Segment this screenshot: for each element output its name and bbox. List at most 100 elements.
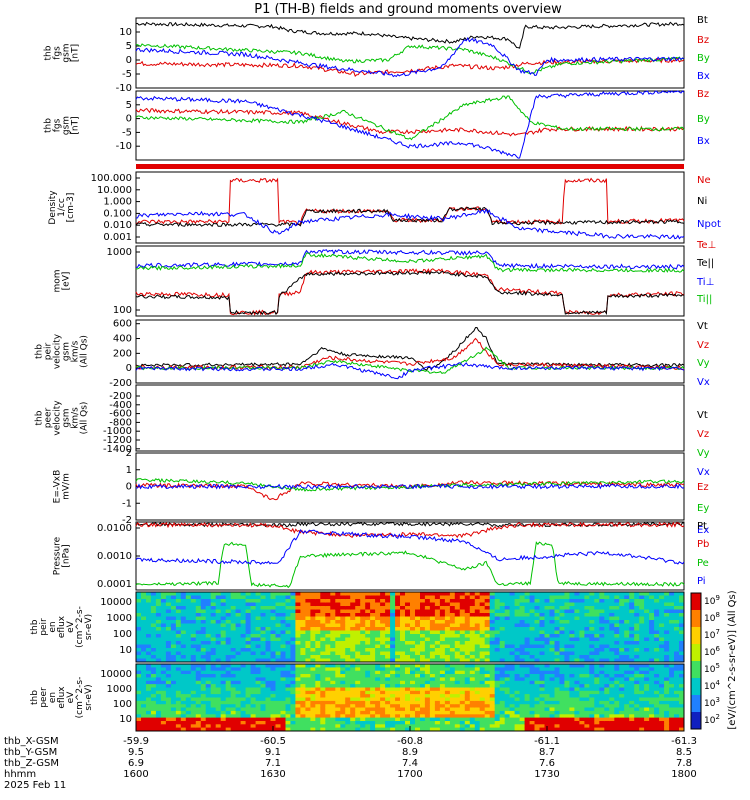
spectrogram-cell: [275, 595, 281, 600]
spectrogram-cell: [200, 599, 207, 603]
spectrogram-cell: [405, 690, 411, 695]
spectrogram-cell: [629, 717, 635, 722]
spectrogram-cell: [235, 690, 242, 695]
spectrogram-cell: [559, 623, 565, 628]
x-tick-label: -60.5: [260, 736, 286, 747]
spectrogram-cell: [534, 707, 540, 712]
legend-Ne: Ne: [697, 175, 711, 186]
spectrogram-cell: [350, 667, 356, 672]
spectrogram-cell: [599, 655, 605, 659]
spectrogram-cell: [405, 613, 411, 617]
spectrogram-cell: [365, 667, 371, 672]
spectrogram-cell: [464, 697, 471, 702]
spectrogram-cell: [529, 724, 536, 729]
spectrogram-cell: [370, 658, 376, 663]
spectrogram-cell: [185, 641, 192, 645]
spectrogram-cell: [529, 609, 536, 614]
spectrogram-cell: [489, 630, 496, 635]
spectrogram-cell: [260, 664, 266, 668]
y-tick-label: -5: [122, 127, 132, 138]
spectrogram-cell: [165, 690, 172, 695]
spectrogram-cell: [190, 634, 197, 638]
spectrogram-cell: [564, 648, 570, 652]
spectrogram-cell: [469, 606, 476, 610]
spectrogram-cell: [439, 613, 446, 617]
spectrogram-cell: [230, 595, 237, 600]
spectrogram-cell: [255, 680, 262, 685]
spectrogram-cell: [439, 644, 446, 649]
spectrogram-cell: [434, 687, 441, 692]
spectrogram-cell: [185, 704, 192, 709]
spectrogram-cell: [395, 710, 401, 715]
colorbar-tick-label: 104: [704, 679, 720, 692]
spectrogram-cell: [205, 592, 212, 596]
spectrogram-cell: [355, 704, 361, 709]
spectrogram-cell: [170, 620, 177, 624]
spectrogram-cell: [290, 700, 296, 705]
spectrogram-cell: [310, 727, 316, 732]
series-Bx: [135, 90, 685, 159]
spectrogram-cell: [664, 724, 670, 729]
spectrogram-cell: [544, 687, 550, 692]
spectrogram-cell: [410, 595, 416, 600]
spectrogram-cell: [654, 592, 660, 596]
spectrogram-cell: [405, 651, 411, 656]
spectrogram-cell: [225, 714, 232, 719]
spectrogram-cell: [170, 667, 177, 672]
spectrogram-cell: [415, 674, 421, 678]
spectrogram-cell: [554, 717, 560, 722]
spectrogram-cell: [444, 648, 451, 652]
spectrogram-cell: [270, 707, 276, 712]
spectrogram-cell: [360, 707, 366, 712]
spectrogram-cell: [420, 599, 426, 603]
spectrogram-cell: [150, 697, 157, 702]
spectrogram-cell: [175, 667, 182, 672]
spectrogram-cell: [474, 687, 481, 692]
spectrogram-cell: [539, 717, 545, 722]
spectrogram-cell: [195, 644, 202, 649]
spectrogram-cell: [659, 680, 665, 685]
spectrogram-cell: [160, 724, 167, 729]
spectrogram-cell: [569, 727, 575, 732]
spectrogram-cell: [335, 687, 341, 692]
spectrogram-cell: [275, 687, 281, 692]
spectrogram-cell: [609, 634, 615, 638]
y-tick-label: 100: [113, 699, 132, 710]
spectrogram-cell: [424, 677, 431, 682]
spectrogram-cell: [150, 684, 157, 688]
spectrogram-cell: [649, 644, 655, 649]
spectrogram-cell: [429, 602, 436, 607]
spectrogram-cell: [260, 644, 266, 649]
spectrogram-cell: [619, 658, 625, 663]
spectrogram-cell: [190, 697, 197, 702]
spectrogram-cell: [295, 630, 301, 635]
spectrogram-cell: [659, 677, 665, 682]
spectrogram-cell: [290, 599, 296, 603]
spectrogram-cell: [509, 648, 516, 652]
spectrogram-cell: [679, 616, 685, 621]
spectrogram-cell: [136, 602, 142, 607]
spectrogram-cell: [220, 620, 227, 624]
spectrogram-cell: [524, 658, 531, 663]
spectrogram-cell: [405, 680, 411, 685]
spectrogram-cell: [400, 724, 406, 729]
spectrogram-cell: [494, 677, 501, 682]
spectrogram-cell: [235, 599, 242, 603]
spectrogram-cell: [519, 680, 526, 685]
colorbar-tick-label: 107: [704, 628, 720, 641]
spectrogram-cell: [569, 697, 575, 702]
spectrogram-cell: [534, 687, 540, 692]
y-axis-label: eflux: [57, 686, 67, 709]
spectrogram-cell: [669, 680, 675, 685]
spectrogram-cell: [664, 687, 670, 692]
spectrogram-cell: [365, 700, 371, 705]
spectrogram-cell: [285, 644, 291, 649]
spectrogram-cell: [290, 697, 296, 702]
spectrogram-cell: [489, 670, 496, 675]
spectrogram-cell: [439, 677, 446, 682]
spectrogram-cell: [280, 627, 286, 631]
y-tick-label: 0.0001: [97, 579, 132, 590]
spectrogram-cell: [624, 602, 630, 607]
spectrogram-cell: [484, 727, 491, 732]
spectrogram-cell: [549, 655, 555, 659]
